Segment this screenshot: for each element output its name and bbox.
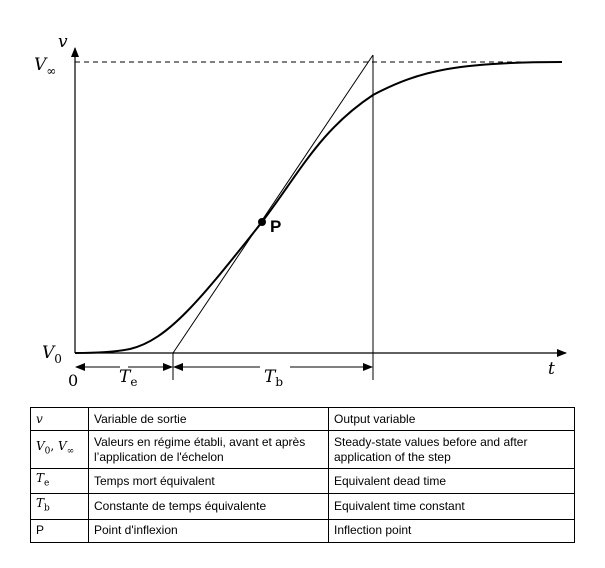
legend-row: Tb Constante de temps équivalente Equiva…	[30, 493, 575, 520]
legend-french: Point d'inflexion	[88, 518, 329, 543]
legend-french: Variable de sortie	[88, 407, 329, 431]
legend-english: Inflection point	[328, 518, 575, 543]
x-axis-label: t	[548, 359, 555, 379]
tangent-line	[172, 54, 374, 354]
step-response-diagram: v t V∞ V0 0 Te Tb P	[34, 32, 567, 390]
legend-row: Te Temps mort équivalent Equivalent dead…	[30, 467, 575, 495]
legend-table: v Variable de sortie Output variable V0,…	[30, 407, 575, 543]
legend-row: P Point d'inflexion Inflection point	[30, 518, 575, 543]
legend-row: v Variable de sortie Output variable	[30, 407, 575, 431]
legend-symbol: v	[30, 407, 89, 431]
legend-row: V0, V∞ Valeurs en régime établi, avant e…	[30, 430, 575, 469]
legend-symbol: Te	[30, 467, 89, 495]
origin-label: 0	[68, 371, 78, 390]
inflection-point	[258, 218, 266, 226]
legend-french: Valeurs en régime établi, avant et après…	[88, 430, 329, 469]
legend-french: Constante de temps équivalente	[88, 493, 329, 520]
tb-label: Tb	[264, 367, 283, 389]
legend-symbol: P	[30, 518, 89, 543]
response-curve	[74, 61, 563, 354]
legend-english: Equivalent dead time	[328, 467, 575, 495]
y-axis-label: v	[58, 32, 68, 52]
legend-french: Temps mort équivalent	[88, 467, 329, 495]
legend-english: Steady-state values before and after app…	[328, 430, 575, 469]
te-label: Te	[119, 367, 137, 389]
legend-symbol: V0, V∞	[30, 430, 89, 469]
inflection-label: P	[270, 217, 281, 236]
legend-english: Output variable	[328, 407, 575, 431]
v-infinity-label: V∞	[34, 55, 56, 78]
legend-english: Equivalent time constant	[328, 493, 575, 520]
v0-label: V0	[42, 343, 62, 366]
legend-symbol: Tb	[30, 493, 89, 520]
